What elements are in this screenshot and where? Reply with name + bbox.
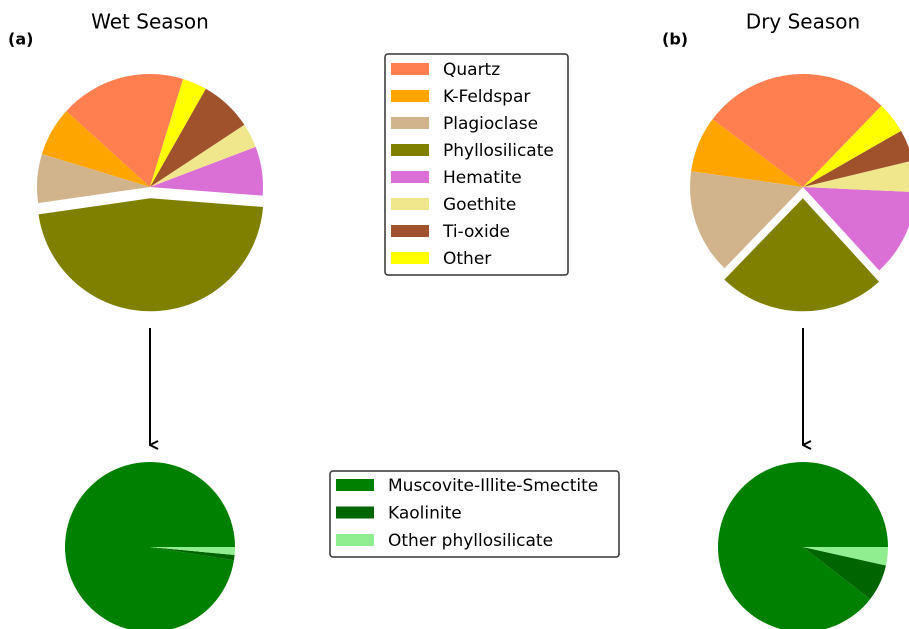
legend-swatch xyxy=(391,63,429,75)
pie-slice xyxy=(150,146,263,196)
pie-slice xyxy=(690,171,803,269)
legend-label: Phyllosilicate xyxy=(443,141,554,161)
legend-label: Ti-oxide xyxy=(442,222,510,242)
legend-swatch xyxy=(391,171,429,183)
legend-swatch xyxy=(336,479,374,491)
pie-slice xyxy=(66,73,184,187)
legend-swatch xyxy=(391,144,429,156)
legend-label: Other phyllosilicate xyxy=(388,531,553,551)
legend-label: Quartz xyxy=(443,60,500,80)
pie-slice xyxy=(38,198,264,312)
legend-swatch xyxy=(391,90,429,102)
legend-box xyxy=(384,53,569,276)
pie-slice xyxy=(41,111,150,187)
legend-label: Plagioclase xyxy=(443,114,538,134)
pie-slice xyxy=(803,187,909,271)
pie-slice xyxy=(691,119,803,187)
pie-slice xyxy=(150,547,235,555)
pie-slice xyxy=(803,105,902,187)
pie-slice xyxy=(724,198,880,312)
legend-swatch xyxy=(336,506,374,519)
legend-swatch xyxy=(391,252,429,264)
legend-label: Muscovite-Illite-Smectite xyxy=(388,476,598,496)
chart-title: Dry Season xyxy=(746,10,860,34)
pie-slice xyxy=(150,78,206,187)
legend-swatch xyxy=(391,198,429,210)
pie-slice xyxy=(803,547,886,600)
pie-slice xyxy=(150,547,235,561)
legend-label: Kaolinite xyxy=(388,504,462,524)
legend-label: Goethite xyxy=(443,195,516,215)
legend-swatch xyxy=(391,225,429,237)
pie-slice xyxy=(712,73,882,187)
pie-slice xyxy=(803,130,909,187)
chart-title: Wet Season xyxy=(91,10,209,34)
pie-slice xyxy=(150,124,256,187)
pie-slice xyxy=(65,462,235,629)
panel-label: (b) xyxy=(662,30,688,49)
legend-box xyxy=(329,470,620,558)
pie-slice xyxy=(150,88,245,187)
pie-slice xyxy=(718,462,888,629)
legend-label: K-Feldspar xyxy=(443,87,530,107)
legend-swatch xyxy=(336,534,374,546)
legend-label: Other xyxy=(443,249,491,269)
pie-slice xyxy=(803,161,909,192)
panel-label: (a) xyxy=(8,30,33,49)
pie-slice xyxy=(36,153,150,204)
legend-label: Hematite xyxy=(443,168,522,188)
pie-slice xyxy=(803,547,888,566)
legend-swatch xyxy=(391,117,429,129)
